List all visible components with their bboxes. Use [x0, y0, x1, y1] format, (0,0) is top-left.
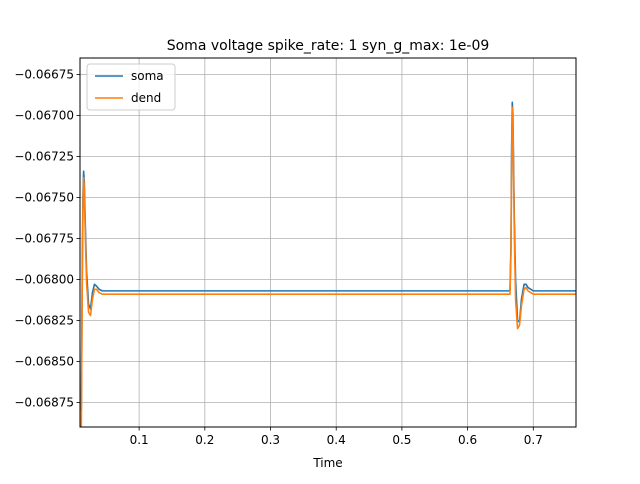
x-tick-label: 0.2: [195, 433, 214, 447]
x-tick-label: 0.4: [327, 433, 346, 447]
y-tick-label: −0.06875: [14, 395, 74, 409]
x-tick-label: 0.3: [261, 433, 280, 447]
y-tick-label: −0.06800: [14, 272, 74, 286]
series-line-dend: [80, 106, 576, 427]
y-tick-label: −0.06825: [14, 313, 74, 327]
legend: soma dend: [86, 63, 176, 111]
x-axis: 0.1 0.2 0.3 0.4 0.5 0.6 0.7: [130, 427, 543, 447]
y-tick-label: −0.06725: [14, 149, 74, 163]
y-tick-label: −0.06750: [14, 190, 74, 204]
plot-area: [80, 101, 576, 427]
x-tick-label: 0.7: [524, 433, 543, 447]
y-tick-label: −0.06675: [14, 67, 74, 81]
x-tick-label: 0.6: [458, 433, 477, 447]
y-tick-label: −0.06850: [14, 354, 74, 368]
legend-label-dend: dend: [131, 91, 161, 105]
y-axis: −0.06675 −0.06700 −0.06725 −0.06750 −0.06775…: [14, 67, 80, 409]
y-tick-label: −0.06775: [14, 231, 74, 245]
chart-title: Soma voltage spike_rate: 1 syn_g_max: 1e…: [167, 38, 490, 54]
x-tick-label: 0.1: [130, 433, 149, 447]
x-axis-label: Time: [312, 456, 342, 470]
x-tick-label: 0.5: [392, 433, 411, 447]
y-tick-label: −0.06700: [14, 108, 74, 122]
legend-label-soma: soma: [131, 69, 164, 83]
plot-frame: [79, 57, 577, 428]
